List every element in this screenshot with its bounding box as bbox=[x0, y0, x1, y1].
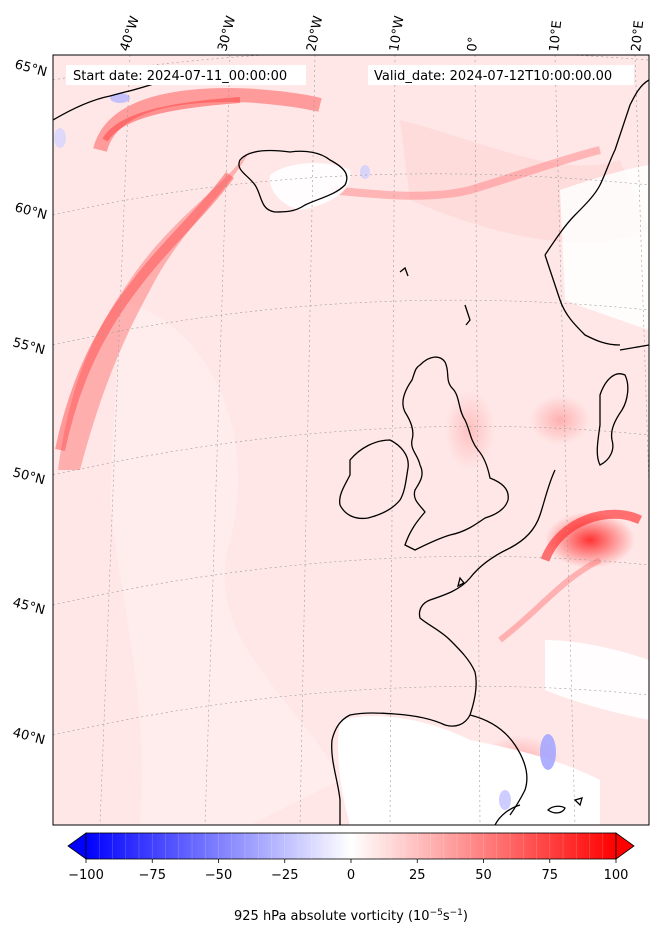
colorbar-tick-label: 0 bbox=[347, 868, 355, 883]
lon-label-0: 0° bbox=[465, 36, 481, 52]
iceland-coast bbox=[238, 149, 348, 213]
lat-label-60n: 60°N bbox=[13, 200, 49, 223]
lon-label-10w: 10°W bbox=[387, 15, 407, 53]
colorbar-tick-label: 75 bbox=[541, 868, 558, 883]
lon-label-10e: 10°E bbox=[547, 20, 565, 53]
colorbar-tick-label: −75 bbox=[139, 868, 166, 883]
map-panel: Start date: 2024-07-11_00:00:00 Valid_da… bbox=[52, 54, 650, 826]
colorbar-tick-label: 25 bbox=[409, 868, 426, 883]
europe-coast bbox=[331, 469, 556, 825]
colorbar-tick-label: −100 bbox=[68, 868, 104, 883]
latitude-labels: 65°N 60°N 55°N 50°N 45°N 40°N bbox=[11, 57, 49, 748]
colorbar-label: 925 hPa absolute vorticity (10−5s−1) bbox=[234, 908, 468, 924]
colorbar-gradient bbox=[85, 832, 617, 860]
longitude-labels: 40°W 30°W 20°W 10°W 0° 10°E 20°E bbox=[118, 14, 648, 53]
lat-label-45n: 45°N bbox=[11, 595, 47, 618]
colorbar: −100 −75 −50 −25 0 25 50 75 100 925 hPa absolute… bbox=[67, 832, 635, 924]
lon-label-40w: 40°W bbox=[118, 14, 143, 53]
lat-label-55n: 55°N bbox=[11, 335, 47, 358]
colorbar-extend-high bbox=[615, 832, 635, 860]
colorbar-tick-label: 100 bbox=[604, 868, 629, 883]
greenland-coast bbox=[53, 81, 161, 121]
denmark-coast bbox=[596, 373, 629, 466]
colorbar-tick-label: −25 bbox=[271, 868, 298, 883]
lon-label-30w: 30°W bbox=[215, 14, 239, 53]
lon-label-20w: 20°W bbox=[304, 14, 326, 52]
iberia-coast bbox=[469, 714, 528, 825]
map-frame bbox=[52, 54, 650, 826]
colorbar-ticks: −100 −75 −50 −25 0 25 50 75 100 bbox=[68, 833, 628, 883]
colorbar-tick-label: −50 bbox=[205, 868, 232, 883]
colorbar-tick-label: 50 bbox=[475, 868, 492, 883]
norway-coast bbox=[544, 79, 649, 346]
vorticity-field bbox=[53, 55, 649, 825]
lat-label-40n: 40°N bbox=[11, 725, 47, 748]
coastlines bbox=[53, 79, 649, 825]
lat-label-65n: 65°N bbox=[13, 57, 49, 80]
colorbar-extend-low bbox=[67, 832, 87, 860]
ireland-coast bbox=[339, 439, 409, 520]
graticule bbox=[53, 55, 649, 825]
valid-date-label: Valid_date: 2024-07-12T10:00:00.00 bbox=[374, 69, 612, 84]
great-britain-coast bbox=[402, 356, 509, 551]
start-date-label: Start date: 2024-07-11_00:00:00 bbox=[73, 69, 287, 84]
lon-label-20e: 20°E bbox=[629, 20, 647, 53]
lat-label-50n: 50°N bbox=[11, 465, 47, 488]
